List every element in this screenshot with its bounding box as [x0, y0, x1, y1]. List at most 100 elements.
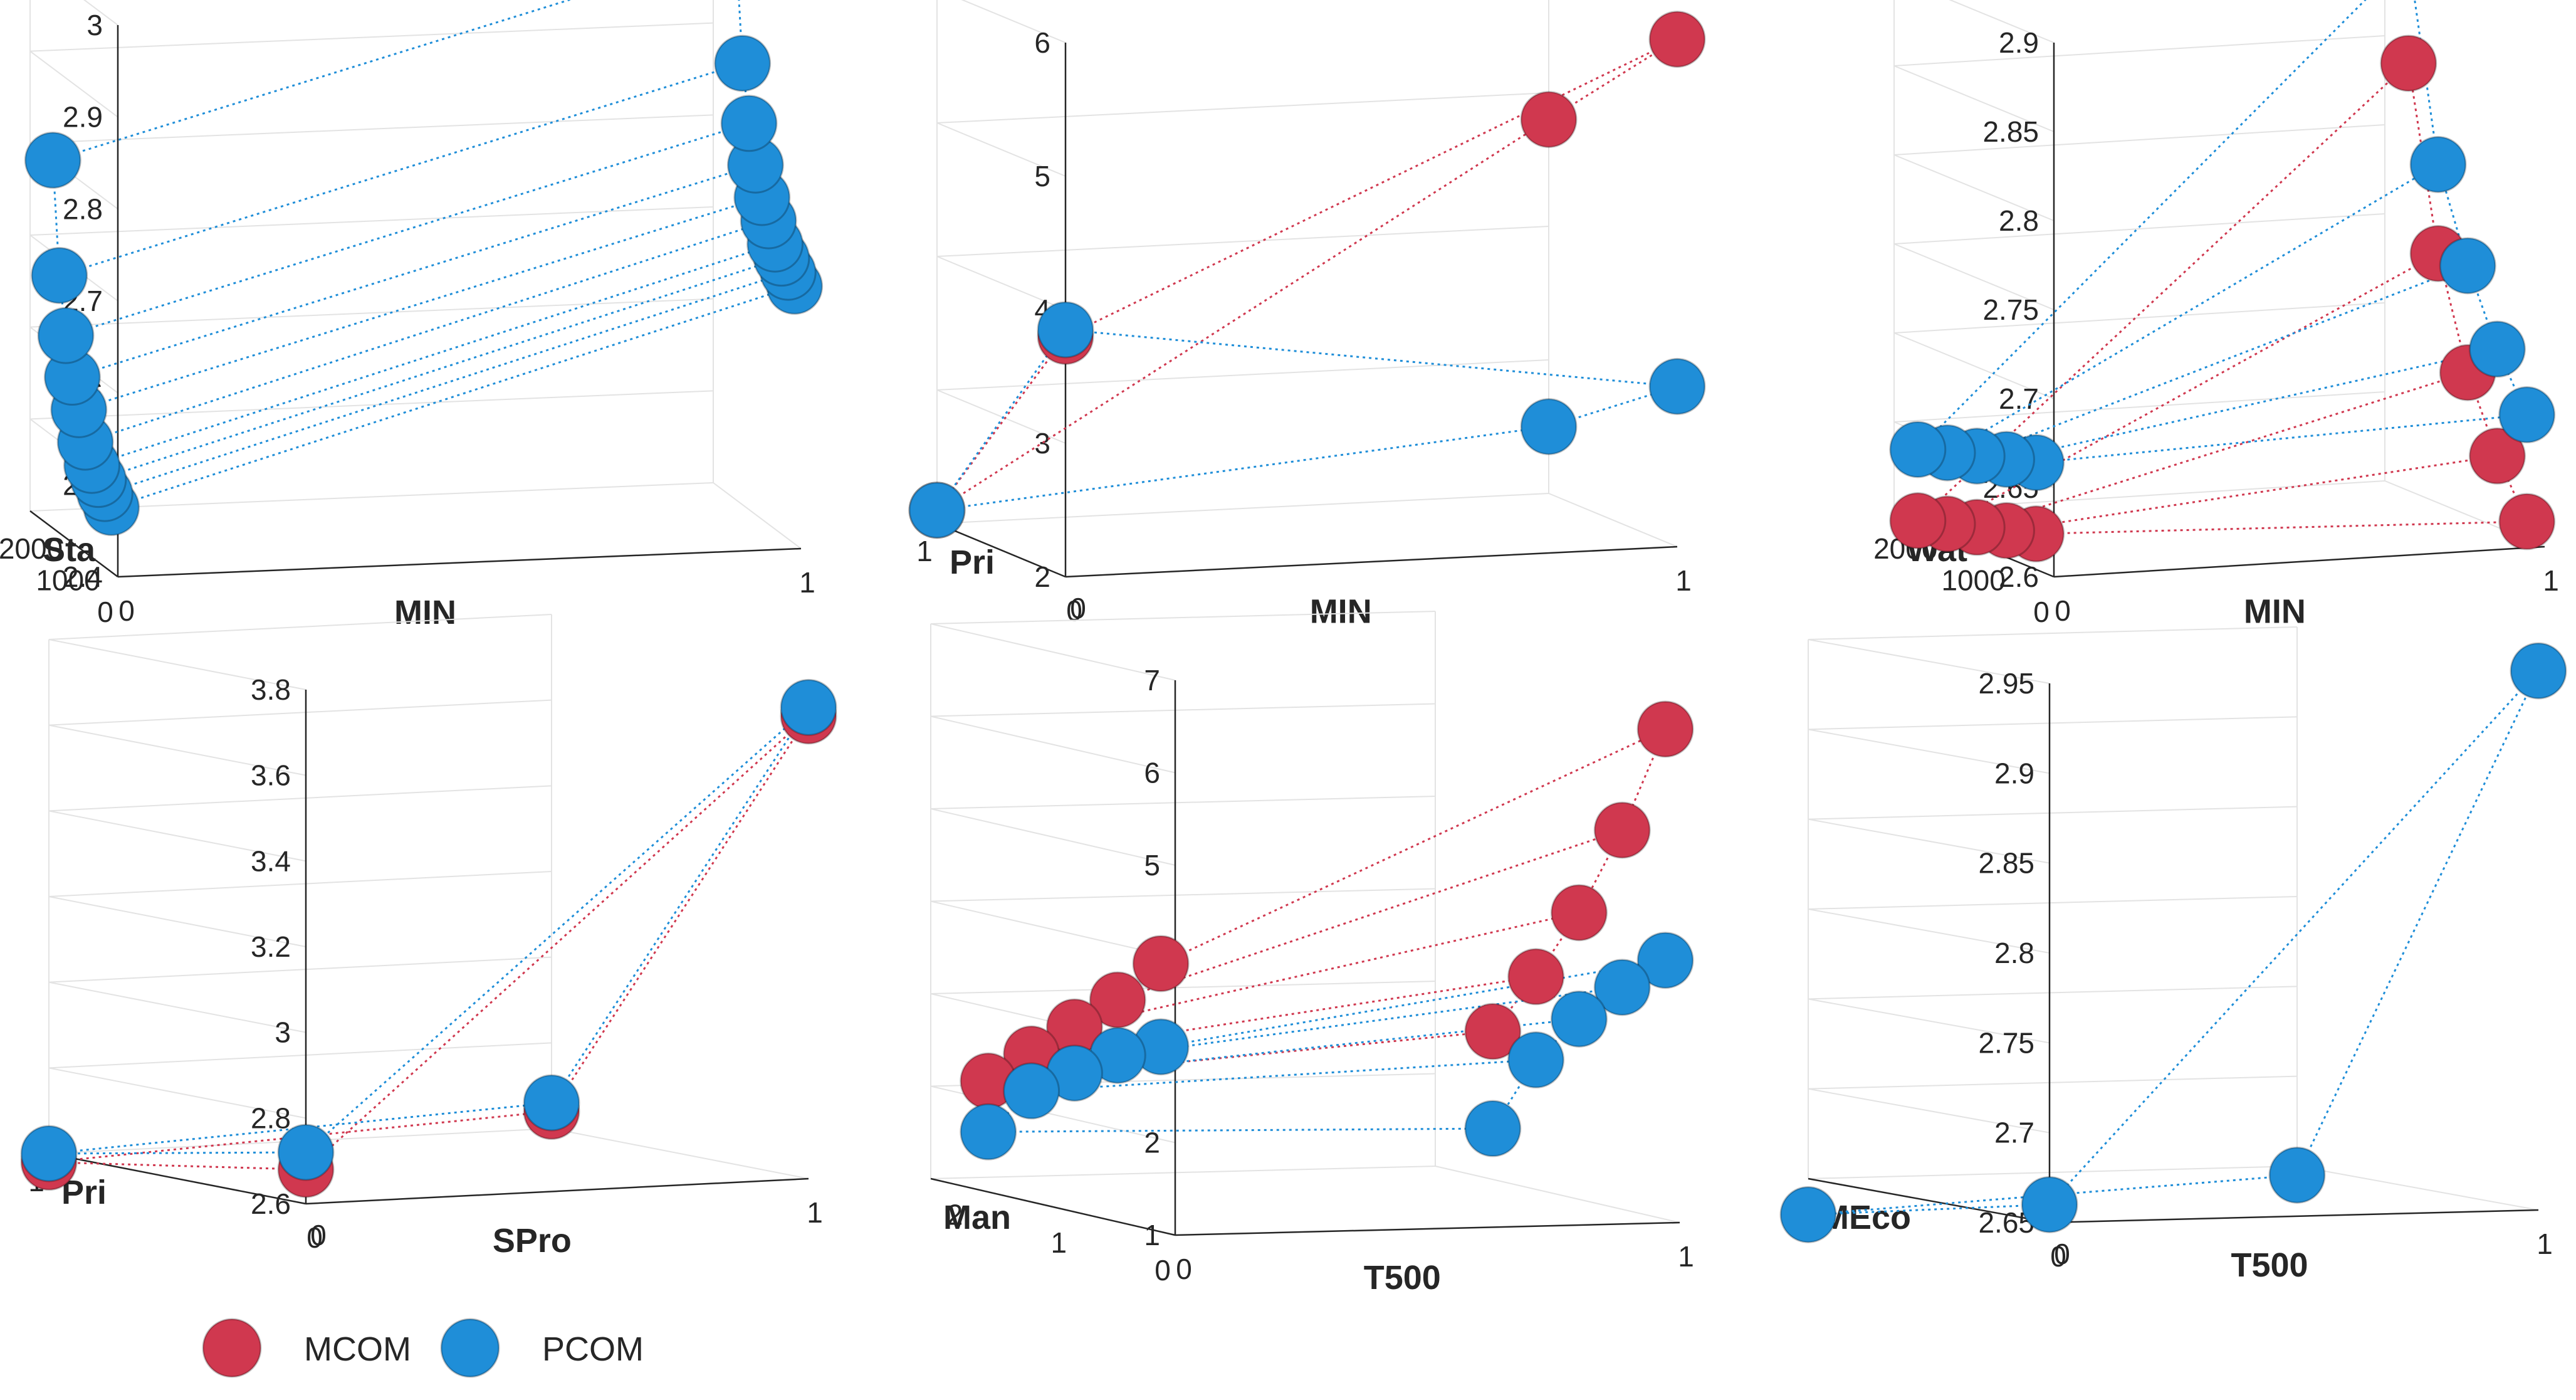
data-point-pcom [523, 1074, 580, 1132]
data-point-pcom [1520, 398, 1578, 455]
data-point-mcom [1089, 971, 1146, 1029]
y-tick-label: 0 [310, 1219, 327, 1251]
data-point-pcom [1593, 959, 1651, 1016]
axes [48, 690, 809, 1205]
series-line [1917, 62, 2409, 522]
z-tick-label: 2.9 [1999, 26, 2039, 59]
series-line [59, 62, 743, 276]
data-point-pcom [24, 132, 81, 189]
data-point-pcom [2439, 237, 2496, 295]
series-points-mcom [20, 687, 837, 1198]
x-tick-label: 1 [807, 1196, 823, 1229]
data-point-pcom [31, 246, 88, 304]
z-tick-label: 2.95 [1978, 667, 2034, 700]
z-tick-label: 2.7 [1999, 382, 2039, 415]
z-tick-label: 3.8 [251, 673, 291, 706]
x-axis-label: MIN [394, 594, 456, 631]
data-point-pcom [277, 1124, 335, 1181]
x-tick-label: 0 [2055, 594, 2071, 627]
data-point-pcom [720, 95, 778, 152]
z-tick-label: 1 [1144, 1219, 1160, 1251]
x-tick-label: 1 [2543, 564, 2559, 597]
data-point-pcom [780, 678, 837, 736]
axes [29, 25, 802, 578]
z-tick-label: 3.4 [251, 845, 291, 877]
series-lines-pcom [936, 329, 1678, 512]
series-line [936, 426, 1549, 512]
series-lines-pcom [48, 707, 810, 1155]
series-points-pcom [908, 301, 1706, 539]
data-point-pcom [714, 34, 772, 92]
series-line [2296, 670, 2540, 1176]
data-point-pcom [2510, 642, 2567, 700]
data-point-mcom [1132, 935, 1190, 992]
data-point-mcom [1550, 884, 1608, 942]
series-line [305, 715, 810, 1171]
z-tick-label: 2.7 [1994, 1117, 2034, 1149]
series-line [78, 196, 763, 411]
series-line [2006, 348, 2498, 461]
grid [936, 0, 1678, 577]
axes [930, 680, 1680, 1236]
axes [1808, 683, 2539, 1224]
series-line [104, 271, 788, 495]
series-line [1160, 959, 1666, 1048]
y-tick-label: 2 [947, 1199, 963, 1231]
z-tick-label: 2 [1034, 561, 1050, 593]
x-tick-label: 0 [2050, 1240, 2066, 1273]
series-line [305, 707, 809, 1154]
series-line [1808, 1203, 2050, 1216]
y-tick-label: 1 [1050, 1226, 1067, 1259]
series-lines-pcom [51, 0, 795, 508]
data-point-mcom [1593, 801, 1651, 859]
data-point-pcom [20, 1125, 78, 1182]
series-points-pcom [960, 932, 1694, 1161]
chart-panel-3: 2.92.852.82.752.72.652.601200010000MINWa… [1873, 0, 2559, 630]
x-axis-label: MIN [2244, 592, 2306, 630]
series-points-mcom [960, 700, 1694, 1110]
x-axis-label: T500 [1364, 1259, 1441, 1297]
y-tick-label: 1000 [36, 564, 100, 596]
x-tick-label: 1 [799, 566, 815, 599]
series-points-pcom [1779, 642, 2567, 1243]
legend-marker-pcom [440, 1318, 500, 1378]
z-tick-label: 2.85 [1982, 115, 2039, 148]
series-line [550, 707, 810, 1103]
y-axis-label: Pri [950, 544, 995, 581]
z-tick-label: 5 [1144, 849, 1160, 882]
data-point-mcom [2468, 427, 2526, 485]
data-point-pcom [1648, 357, 1706, 415]
data-point-pcom [1037, 301, 1094, 359]
z-tick-label: 3 [86, 9, 103, 41]
grid [48, 614, 809, 1204]
series-line [1065, 329, 1678, 387]
x-tick-label: 0 [118, 594, 135, 627]
data-point-pcom [2268, 1146, 2326, 1204]
data-point-mcom [2498, 493, 2556, 550]
z-tick-label: 2.6 [1999, 561, 2039, 593]
x-tick-label: 0 [1176, 1253, 1192, 1285]
data-point-mcom [1648, 11, 1706, 68]
chart-panel-4: 3.83.63.43.232.82.60110SProPri [20, 614, 837, 1260]
series-line [1117, 829, 1623, 1001]
z-tick-label: 2.8 [1999, 204, 2039, 237]
z-tick-label: 2.75 [1982, 293, 2039, 326]
y-tick-label: 1000 [1941, 564, 2005, 596]
chart-panel-6: 2.952.92.852.82.752.72.650110T500MEco [1779, 626, 2567, 1284]
series-line [936, 118, 1549, 511]
z-tick-label: 2.75 [1978, 1026, 2034, 1059]
x-tick-label: 1 [1675, 564, 1692, 597]
series-lines-mcom [48, 715, 810, 1171]
series-line [2036, 414, 2527, 464]
x-tick-label: 1 [2537, 1228, 2553, 1260]
y-axis-label: Sta [43, 531, 96, 569]
x-axis-label: SPro [493, 1222, 572, 1260]
data-point-mcom [2380, 34, 2437, 92]
legend-label-pcom: PCOM [542, 1330, 644, 1368]
data-point-pcom [2468, 320, 2526, 378]
grid [29, 0, 802, 577]
z-tick-label: 2.9 [63, 101, 103, 134]
